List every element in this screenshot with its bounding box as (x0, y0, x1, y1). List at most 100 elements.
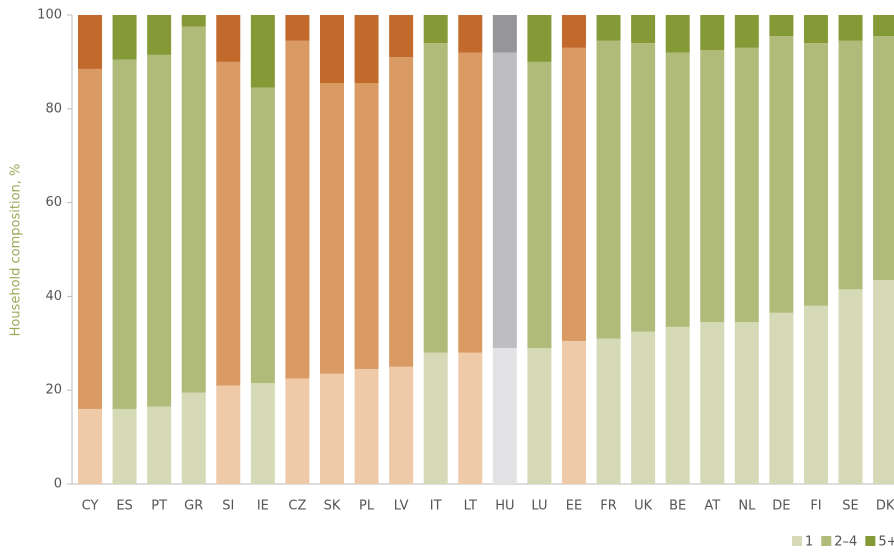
bar-segment (250, 383, 275, 484)
y-axis-title: Household composition, % (9, 164, 24, 337)
bar-segment (734, 47, 759, 323)
x-tick-label: BE (669, 499, 686, 514)
bar-segment (700, 322, 725, 484)
x-tick-label: NL (738, 499, 756, 514)
legend-swatch (792, 536, 802, 546)
bar-segment (803, 43, 828, 306)
bar-segment (78, 15, 102, 69)
x-tick-label: LV (394, 499, 409, 514)
bar-segment (112, 15, 137, 60)
x-tick-label: LU (531, 499, 547, 514)
x-tick-label: HU (495, 499, 514, 514)
bar-segment (285, 40, 310, 379)
x-tick-label: LT (464, 499, 477, 514)
bar-segment (838, 15, 863, 41)
bar-segment (389, 366, 414, 484)
bar-segment (354, 15, 379, 84)
bar-segment (181, 392, 206, 484)
bar-segment (665, 15, 690, 53)
x-tick-label: CZ (288, 499, 306, 514)
bar-segment (734, 15, 759, 48)
bar-segment (596, 15, 621, 41)
bar-segment (769, 312, 794, 484)
legend-label: 1 (805, 535, 813, 550)
bar-segment (458, 352, 483, 484)
bar-segment (492, 52, 517, 348)
bar-segment (631, 331, 656, 484)
bar-segment (631, 15, 656, 44)
bar-segment (423, 43, 448, 353)
y-tick-label: 0 (54, 477, 62, 492)
bar-segment (873, 15, 894, 37)
bar-segment (216, 15, 241, 62)
bar-segment (458, 15, 483, 53)
bar-segment (216, 61, 241, 386)
bar-segment (803, 305, 828, 484)
bar-segment (527, 347, 552, 484)
bar-segment (181, 15, 206, 27)
bar-segment (769, 15, 794, 37)
bar-segment (216, 385, 241, 484)
bar-segment (147, 406, 172, 484)
x-tick-label: FI (810, 499, 821, 514)
bar-segment (78, 68, 102, 409)
bar-segment (838, 40, 863, 290)
x-tick-label: SI (222, 499, 234, 514)
legend-label: 2–4 (834, 535, 857, 550)
bar-segment (492, 15, 517, 53)
bar-segment (285, 378, 310, 484)
bar-segment (873, 36, 894, 280)
bar-segment (458, 52, 483, 353)
bar-segment (354, 369, 379, 484)
bar-segment (492, 347, 517, 484)
bar-segment (423, 15, 448, 44)
x-tick-label: GR (184, 499, 203, 514)
y-tick-label: 100 (37, 8, 62, 23)
legend-label: 5+ (878, 535, 894, 550)
legend-swatch (821, 536, 832, 546)
x-tick-label: IE (257, 499, 269, 514)
bar-segment (734, 322, 759, 484)
bar-segment (561, 15, 586, 48)
bar-segment (700, 15, 725, 51)
y-tick-label: 60 (45, 195, 62, 210)
bar-segment (319, 15, 344, 84)
bar-segment (838, 289, 863, 484)
y-tick-label: 40 (45, 289, 62, 304)
bar-segment (769, 36, 794, 313)
bar-segment (389, 15, 414, 58)
bar-segment (665, 326, 690, 484)
x-tick-label: IT (430, 499, 442, 514)
x-tick-label: DE (772, 499, 790, 514)
bar-segment (319, 83, 344, 374)
bar-segment (596, 40, 621, 339)
x-tick-label: EE (566, 499, 582, 514)
y-tick-label: 20 (45, 383, 62, 398)
x-tick-label: AT (704, 499, 720, 514)
bar-segment (250, 87, 275, 384)
bar-segment (319, 373, 344, 484)
x-tick-label: ES (116, 499, 132, 514)
y-tick-label: 80 (45, 101, 62, 116)
bar-segment (527, 15, 552, 62)
x-tick-label: CY (82, 499, 99, 514)
bar-segment (561, 47, 586, 341)
bar-segment (112, 59, 137, 409)
bar-segment (78, 408, 102, 484)
bar-segment (250, 15, 275, 88)
legend-swatch (865, 536, 876, 546)
bar-segment (561, 340, 586, 484)
x-tick-label: FR (600, 499, 617, 514)
bar-segment (631, 43, 656, 332)
x-tick-label: UK (634, 499, 653, 514)
x-tick-label: PL (359, 499, 375, 514)
bar-segment (354, 83, 379, 370)
bar-segment (147, 15, 172, 55)
bar-segment (389, 57, 414, 367)
x-tick-label: PT (151, 499, 167, 514)
bar-segment (665, 52, 690, 327)
bar-segment (147, 54, 172, 407)
x-tick-label: SK (324, 499, 341, 514)
bar-segment (873, 279, 894, 484)
bar-segment (181, 26, 206, 393)
